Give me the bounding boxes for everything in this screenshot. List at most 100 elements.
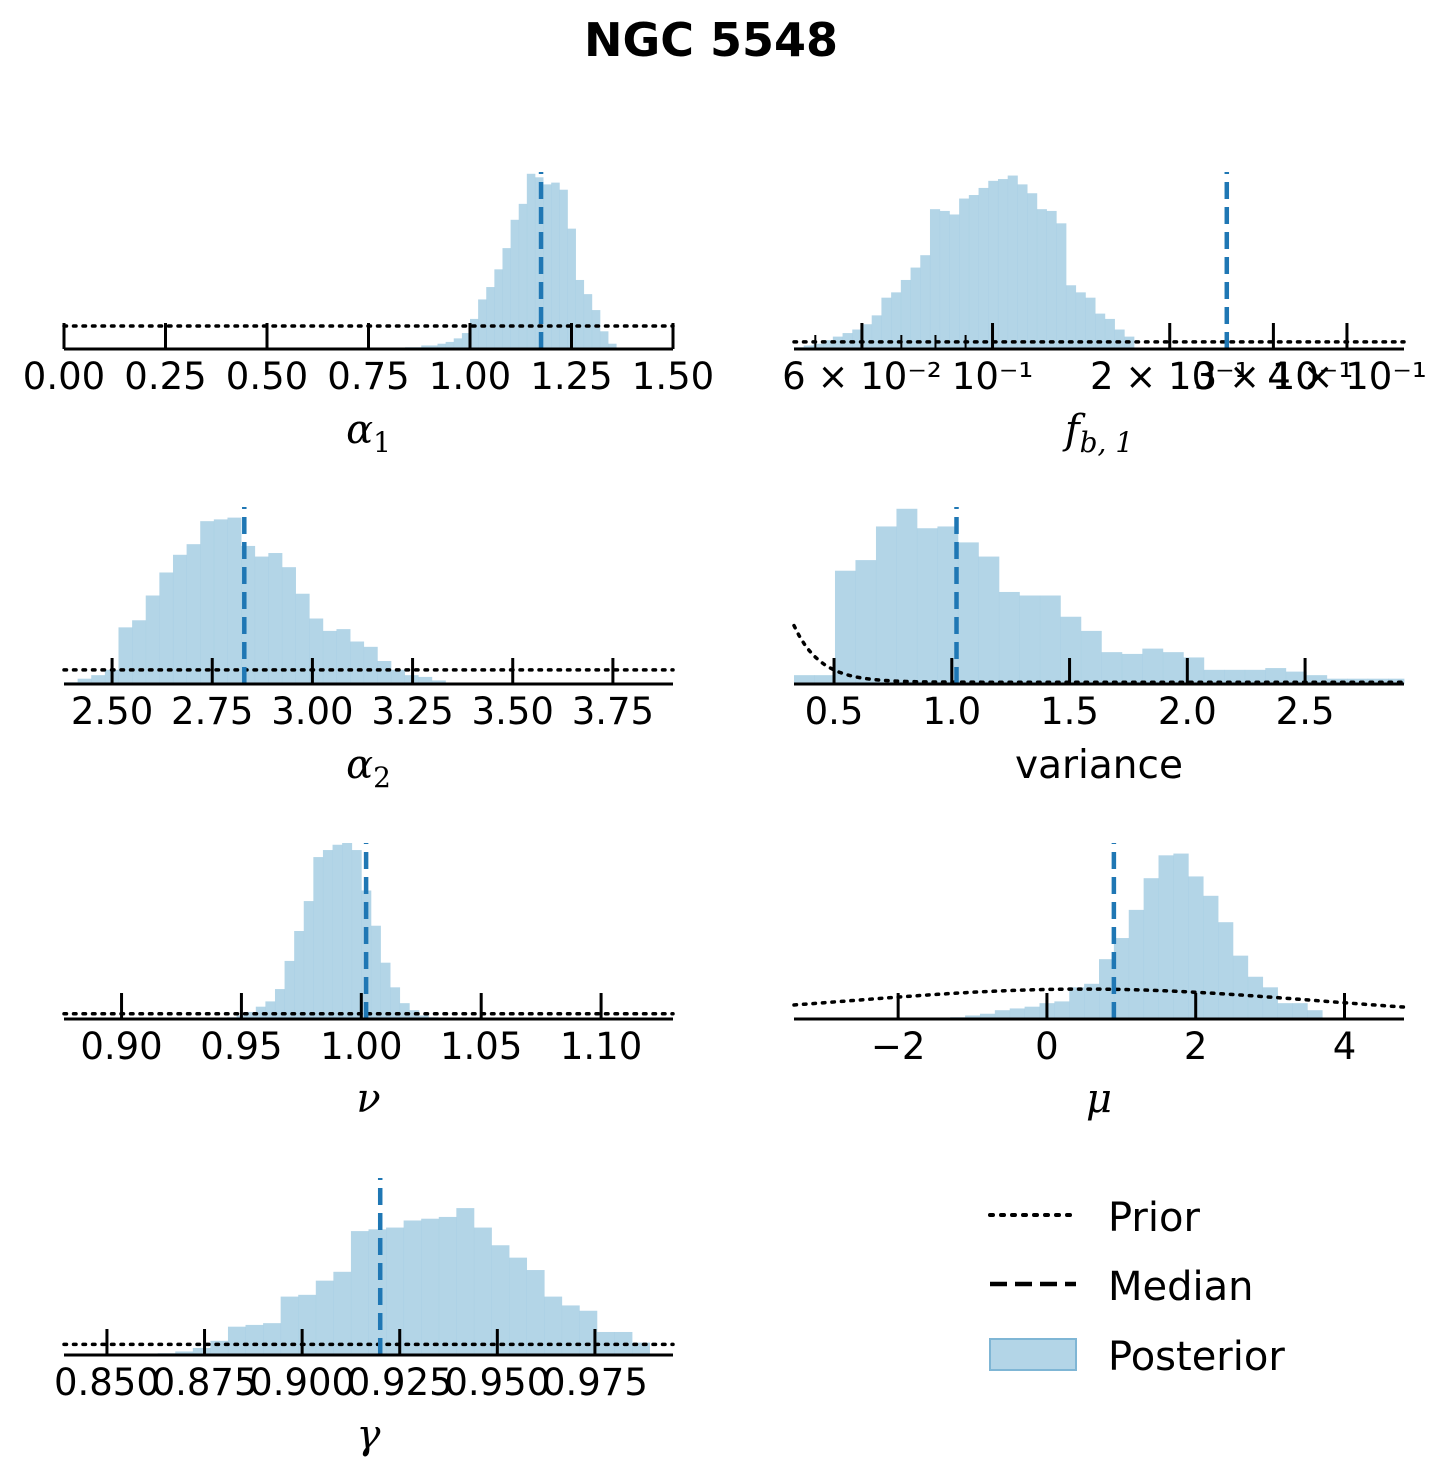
histogram-bar	[929, 209, 941, 349]
histogram-bar	[363, 646, 378, 684]
histogram-bar	[871, 315, 882, 349]
histogram-bar	[386, 1227, 405, 1355]
histogram-bar	[997, 179, 1009, 349]
x-tick-label: 3.00	[271, 690, 353, 733]
histogram-bar	[1306, 675, 1328, 684]
histogram-bar	[1224, 669, 1246, 684]
x-tick-label: 0.875	[152, 1361, 258, 1404]
histogram-bar	[1173, 853, 1189, 1019]
histogram-bar	[968, 195, 979, 349]
x-axis-label: α2	[346, 742, 391, 794]
histogram-bar	[1095, 313, 1106, 349]
x-tick-label: 0.900	[249, 1361, 355, 1404]
histogram-bar	[1104, 318, 1115, 349]
histogram-variance	[794, 508, 1405, 684]
histogram-bar	[456, 1208, 475, 1355]
histogram-bar	[544, 1296, 563, 1355]
histogram-bar	[561, 1305, 580, 1355]
histogram-bar	[834, 570, 856, 684]
histogram-bar	[91, 675, 106, 684]
histogram-bar	[1143, 878, 1159, 1019]
histogram-bar	[1007, 175, 1018, 349]
histogram-bar	[1277, 1003, 1293, 1019]
histogram-bar	[1158, 855, 1174, 1019]
x-tick-label: 2 × 10⁻¹	[1090, 355, 1250, 398]
x-axis-label: α1	[346, 407, 391, 459]
histogram-bar	[438, 1216, 457, 1355]
histogram-bar	[842, 333, 853, 349]
histogram-bar	[192, 1347, 211, 1355]
histogram-bar	[1113, 938, 1130, 1019]
histogram-bar	[1188, 876, 1204, 1019]
panel-alpha1: 0.00 0.25 0.50 0.75 1.00 1.25 1.50 α1	[23, 172, 714, 459]
prior-curve	[792, 623, 1406, 684]
histogram-bar	[380, 962, 391, 1019]
histogram-bar	[1326, 678, 1348, 684]
histogram-bar	[855, 560, 877, 684]
histogram-bar	[445, 341, 455, 349]
histogram-bar	[1009, 1008, 1026, 1019]
histogram-bar	[957, 542, 979, 684]
histogram-bar	[295, 593, 310, 684]
histogram-bar	[881, 297, 892, 349]
histogram-bar	[1060, 616, 1082, 684]
x-axis-label: fb, 1	[1062, 407, 1133, 459]
histogram-bar	[390, 987, 401, 1019]
x-axis-label: γ	[357, 1412, 381, 1458]
histogram-bar	[1247, 976, 1264, 1019]
histogram-bar	[803, 345, 814, 349]
histogram-bar	[322, 630, 337, 684]
histogram-bar	[186, 544, 201, 684]
histogram-bar	[159, 572, 174, 684]
histogram-bar	[599, 331, 609, 349]
histogram-bar	[1203, 895, 1219, 1019]
histogram-bar	[510, 219, 520, 349]
histogram-bar	[979, 1013, 996, 1019]
histogram-bar	[368, 1229, 387, 1355]
histogram-bar	[254, 556, 269, 684]
histogram-bar	[453, 338, 463, 349]
histogram-bar	[1232, 955, 1249, 1019]
histogram-bar	[172, 554, 187, 684]
histogram-bar	[1162, 652, 1184, 684]
histogram-bar	[559, 189, 568, 349]
histogram-bar	[579, 1310, 598, 1355]
histogram-bar	[437, 343, 447, 349]
histogram-bar	[1388, 678, 1405, 684]
histogram-bar	[832, 336, 843, 349]
histogram-bar	[891, 292, 902, 349]
histogram-bar	[1292, 1003, 1308, 1019]
x-tick-label: 2	[1184, 1025, 1208, 1068]
histogram-bar	[959, 198, 970, 349]
histogram-bar	[1054, 1001, 1070, 1019]
x-tick-label: 1.25	[530, 355, 612, 398]
histogram-bar	[920, 255, 931, 349]
histogram-bar	[1142, 648, 1164, 684]
x-tick-label: 1.00	[320, 1025, 402, 1068]
x-tick-label: 4 × 10⁻¹	[1267, 355, 1427, 398]
x-tick-label: 1.05	[440, 1025, 522, 1068]
histogram-bar	[280, 1296, 299, 1355]
histogram-bar	[823, 340, 834, 349]
histogram-bar	[491, 1245, 510, 1355]
x-axis-label-subscript: 1	[373, 426, 391, 459]
histogram-bar	[145, 595, 160, 684]
histogram-bar	[377, 660, 392, 684]
histogram-bar	[998, 591, 1020, 684]
histogram-bar	[1027, 193, 1038, 349]
histogram-bar	[1307, 1010, 1323, 1019]
histogram-bar	[431, 680, 446, 684]
x-tick-label: 6 × 10⁻²	[782, 355, 942, 398]
x-tick-label: 0.850	[54, 1361, 160, 1404]
histogram-bar	[1019, 595, 1041, 684]
histogram-bar	[502, 248, 511, 349]
x-tick-label: 0.25	[124, 355, 206, 398]
histogram-fb1	[794, 175, 1135, 349]
histogram-bar	[241, 545, 256, 684]
panel-alpha2: 2.50 2.75 3.00 3.25 3.50 3.75 α2	[62, 507, 675, 794]
histogram-bar	[1084, 983, 1100, 1019]
histogram-bar	[421, 345, 438, 349]
x-tick-label: 0.925	[347, 1361, 453, 1404]
histogram-bar	[1347, 678, 1369, 684]
figure-title: NGC 5548	[584, 13, 838, 67]
